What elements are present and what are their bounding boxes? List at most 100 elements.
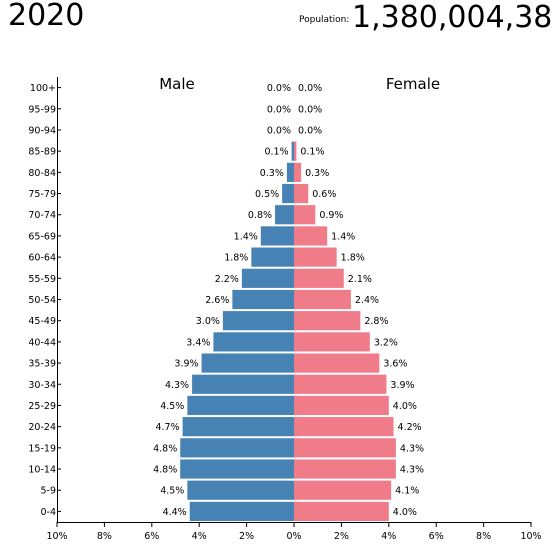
age-group-label: 10-14 [28, 465, 56, 476]
age-group-label: 60-64 [28, 253, 56, 264]
age-group-label: 25-29 [28, 401, 56, 412]
male-bar [182, 417, 294, 437]
male-value-label: 2.2% [215, 274, 239, 285]
male-value-label: 0.8% [248, 210, 272, 221]
male-value-label: 0.3% [260, 168, 284, 179]
male-bar [251, 247, 294, 267]
male-value-label: 0.0% [267, 83, 291, 94]
female-value-label: 0.3% [305, 168, 329, 179]
age-group-label: 80-84 [28, 168, 56, 179]
female-bar [294, 353, 380, 373]
male-value-label: 2.6% [205, 295, 229, 306]
male-bar [282, 183, 294, 204]
male-value-label: 3.9% [174, 359, 198, 370]
male-value-label: 4.5% [160, 401, 184, 412]
female-bar [294, 501, 389, 521]
female-value-label: 0.1% [300, 147, 324, 158]
female-value-label: 2.8% [364, 316, 388, 327]
male-series-label: Male [159, 75, 195, 93]
female-bar [294, 395, 389, 416]
female-value-label: 2.1% [348, 274, 372, 285]
female-value-label: 0.0% [298, 104, 322, 115]
male-bar [232, 289, 294, 310]
male-value-label: 4.7% [155, 422, 179, 433]
age-group-label: 95-99 [28, 104, 56, 115]
male-value-label: 1.4% [234, 231, 258, 242]
female-value-label: 0.6% [312, 189, 336, 200]
age-group-label: 5-9 [40, 486, 56, 497]
female-series-label: Female [386, 75, 440, 93]
female-bar [294, 438, 396, 458]
male-value-label: 0.1% [264, 147, 288, 158]
x-tick-label: 10% [46, 531, 67, 542]
female-value-label: 3.9% [390, 380, 414, 391]
age-group-label: 100+ [30, 83, 56, 94]
male-value-label: 0.0% [267, 104, 291, 115]
age-group-label: 55-59 [28, 274, 56, 285]
x-tick-label: 8% [476, 531, 491, 542]
male-bar [275, 205, 294, 225]
male-bar [286, 162, 294, 182]
female-bar [294, 480, 392, 500]
female-bar [294, 162, 302, 182]
x-tick-label: 4% [192, 531, 207, 542]
age-group-label: 20-24 [28, 422, 56, 433]
male-value-label: 3.0% [196, 316, 220, 327]
male-bar [180, 438, 294, 458]
female-bar [294, 226, 328, 246]
age-group-label: 70-74 [28, 210, 56, 221]
male-value-label: 4.8% [153, 443, 177, 454]
female-bar [294, 247, 337, 267]
male-bar [187, 480, 294, 500]
male-value-label: 1.8% [224, 253, 248, 264]
male-bar [260, 226, 294, 246]
male-bar [180, 459, 294, 479]
male-bar [241, 268, 294, 288]
female-value-label: 4.1% [395, 486, 419, 497]
female-value-label: 3.2% [374, 337, 398, 348]
female-value-label: 4.0% [393, 401, 417, 412]
female-value-label: 4.3% [400, 465, 424, 476]
age-group-label: 15-19 [28, 443, 56, 454]
x-tick-label: 8% [97, 531, 112, 542]
age-group-label: 40-44 [28, 337, 56, 348]
female-value-label: 2.4% [355, 295, 379, 306]
female-value-label: 0.9% [319, 210, 343, 221]
male-bar [201, 353, 294, 373]
female-bar [294, 311, 361, 331]
female-value-label: 4.3% [400, 443, 424, 454]
female-value-label: 1.8% [341, 253, 365, 264]
year-title: 2020 [8, 0, 85, 33]
male-value-label: 4.3% [165, 380, 189, 391]
population-label: Population: [299, 15, 350, 25]
age-group-label: 30-34 [28, 380, 56, 391]
x-tick-label: 0% [286, 531, 301, 542]
x-tick-label: 10% [520, 531, 541, 542]
female-bar [294, 459, 396, 479]
female-bar [294, 268, 344, 288]
male-bar [187, 395, 294, 416]
x-tick-label: 6% [429, 531, 444, 542]
male-bar [213, 332, 294, 352]
male-value-label: 4.8% [153, 465, 177, 476]
male-value-label: 4.5% [160, 486, 184, 497]
female-value-label: 4.0% [393, 507, 417, 518]
age-group-label: 0-4 [40, 507, 56, 518]
male-bar [192, 374, 294, 394]
female-bar [294, 183, 309, 204]
male-value-label: 3.4% [186, 337, 210, 348]
male-bar [189, 501, 294, 521]
x-tick-label: 6% [144, 531, 159, 542]
male-value-label: 4.4% [163, 507, 187, 518]
age-group-label: 65-69 [28, 231, 56, 242]
female-value-label: 0.0% [298, 125, 322, 136]
x-tick-label: 2% [239, 531, 254, 542]
male-bar [291, 141, 294, 161]
age-group-label: 45-49 [28, 316, 56, 327]
female-bar [294, 374, 387, 394]
male-bar [222, 311, 294, 331]
female-value-label: 0.0% [298, 83, 322, 94]
male-value-label: 0.5% [255, 189, 279, 200]
female-bar [294, 332, 370, 352]
age-group-label: 75-79 [28, 189, 56, 200]
